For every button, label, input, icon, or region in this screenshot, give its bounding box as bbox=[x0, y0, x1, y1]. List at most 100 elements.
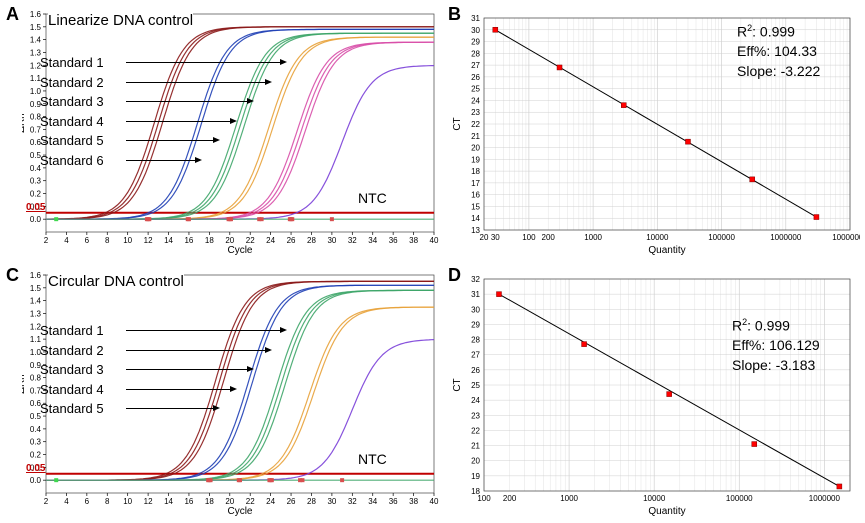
stats-eff-D: Eff%: 106.129 bbox=[732, 336, 820, 356]
svg-text:10000: 10000 bbox=[646, 233, 669, 242]
legend-label: Standard 5 bbox=[40, 131, 120, 151]
svg-text:17: 17 bbox=[471, 179, 480, 188]
legend-row: Standard 2 bbox=[40, 341, 281, 361]
panel-B: B 13141516171819202122232425262728293031… bbox=[442, 0, 865, 261]
legend-label: Standard 4 bbox=[40, 380, 120, 400]
svg-text:10000: 10000 bbox=[643, 494, 666, 503]
svg-text:36: 36 bbox=[389, 236, 398, 245]
arrow-icon bbox=[126, 369, 248, 370]
svg-text:30: 30 bbox=[471, 26, 480, 35]
legend-row: Standard 5 bbox=[40, 399, 281, 419]
svg-text:19: 19 bbox=[471, 155, 480, 164]
svg-text:26: 26 bbox=[287, 497, 296, 506]
svg-text:24: 24 bbox=[471, 96, 480, 105]
panel-A: A Linearize DNA control 0.00.10.20.30.40… bbox=[0, 0, 442, 261]
svg-text:1000: 1000 bbox=[584, 233, 602, 242]
svg-text:15: 15 bbox=[471, 202, 480, 211]
svg-text:16: 16 bbox=[184, 497, 193, 506]
svg-text:29: 29 bbox=[471, 38, 480, 47]
legend-label: Standard 3 bbox=[40, 92, 120, 112]
svg-text:2: 2 bbox=[44, 497, 49, 506]
svg-text:0.4: 0.4 bbox=[30, 425, 42, 434]
stats-box-B: R2: 0.999 Eff%: 104.33 Slope: -3.222 bbox=[737, 22, 820, 81]
legend-label: Standard 1 bbox=[40, 321, 120, 341]
svg-text:28: 28 bbox=[307, 497, 316, 506]
svg-text:19: 19 bbox=[471, 472, 480, 481]
svg-text:18: 18 bbox=[471, 167, 480, 176]
svg-text:6: 6 bbox=[85, 236, 90, 245]
svg-text:36: 36 bbox=[389, 497, 398, 506]
legend-block-C: Standard 1Standard 2Standard 3Standard 4… bbox=[40, 321, 281, 419]
legend-label: Standard 2 bbox=[40, 341, 120, 361]
arrow-icon bbox=[126, 350, 266, 351]
svg-text:18: 18 bbox=[205, 497, 214, 506]
legend-label: Standard 4 bbox=[40, 112, 120, 132]
panel-A-title: Linearize DNA control bbox=[48, 12, 193, 29]
legend-label: Standard 2 bbox=[40, 73, 120, 93]
svg-text:1.6: 1.6 bbox=[30, 10, 42, 19]
svg-text:22: 22 bbox=[471, 120, 480, 129]
svg-text:1.5: 1.5 bbox=[30, 284, 42, 293]
arrow-icon bbox=[126, 62, 281, 63]
panel-letter-C: C bbox=[6, 265, 19, 286]
svg-text:27: 27 bbox=[471, 61, 480, 70]
svg-text:20: 20 bbox=[480, 233, 489, 242]
svg-text:1.4: 1.4 bbox=[30, 297, 42, 306]
svg-text:27: 27 bbox=[471, 351, 480, 360]
svg-text:20: 20 bbox=[225, 236, 234, 245]
svg-text:8: 8 bbox=[105, 497, 110, 506]
svg-text:0.0: 0.0 bbox=[30, 476, 42, 485]
arrow-icon bbox=[126, 121, 231, 122]
svg-text:100: 100 bbox=[522, 233, 536, 242]
svg-text:2: 2 bbox=[44, 236, 49, 245]
svg-text:25: 25 bbox=[471, 85, 480, 94]
svg-text:31: 31 bbox=[471, 14, 480, 23]
svg-text:CT: CT bbox=[452, 378, 463, 391]
svg-text:ΔRn: ΔRn bbox=[22, 113, 27, 132]
svg-text:26: 26 bbox=[287, 236, 296, 245]
svg-text:21: 21 bbox=[471, 132, 480, 141]
svg-text:26: 26 bbox=[471, 73, 480, 82]
svg-text:30: 30 bbox=[327, 236, 336, 245]
svg-text:14: 14 bbox=[164, 497, 173, 506]
standard-curve-plot-D: 1819202122232425262728293031321002001000… bbox=[450, 269, 860, 517]
svg-text:23: 23 bbox=[471, 108, 480, 117]
stats-slope-D: Slope: -3.183 bbox=[732, 356, 820, 376]
svg-text:200: 200 bbox=[542, 233, 556, 242]
svg-text:40: 40 bbox=[430, 236, 439, 245]
svg-text:10: 10 bbox=[123, 497, 132, 506]
panel-letter-A: A bbox=[6, 4, 19, 25]
svg-text:12: 12 bbox=[144, 497, 153, 506]
legend-row: Standard 2 bbox=[40, 73, 281, 93]
arrow-icon bbox=[126, 140, 214, 141]
panel-C: C Circular DNA control 0.00.10.20.30.40.… bbox=[0, 261, 442, 523]
svg-text:28: 28 bbox=[307, 236, 316, 245]
svg-text:Quantity: Quantity bbox=[648, 506, 685, 517]
svg-text:18: 18 bbox=[205, 236, 214, 245]
svg-text:0.0: 0.0 bbox=[30, 215, 42, 224]
svg-text:40: 40 bbox=[430, 497, 439, 506]
svg-text:20: 20 bbox=[471, 457, 480, 466]
ntc-label-A: NTC bbox=[358, 190, 387, 206]
svg-text:0.3: 0.3 bbox=[30, 438, 42, 447]
legend-row: Standard 6 bbox=[40, 151, 281, 171]
svg-text:CT: CT bbox=[452, 117, 463, 130]
arrow-icon bbox=[126, 160, 196, 161]
svg-text:1.3: 1.3 bbox=[30, 309, 42, 318]
legend-row: Standard 3 bbox=[40, 92, 281, 112]
legend-row: Standard 4 bbox=[40, 112, 281, 132]
svg-text:4: 4 bbox=[64, 497, 69, 506]
svg-text:14: 14 bbox=[471, 214, 480, 223]
svg-text:10: 10 bbox=[123, 236, 132, 245]
svg-text:1000: 1000 bbox=[560, 494, 578, 503]
svg-text:16: 16 bbox=[184, 236, 193, 245]
svg-text:24: 24 bbox=[266, 236, 275, 245]
legend-label: Standard 5 bbox=[40, 399, 120, 419]
legend-label: Standard 6 bbox=[40, 151, 120, 171]
svg-text:32: 32 bbox=[348, 236, 357, 245]
panel-C-title: Circular DNA control bbox=[48, 273, 184, 290]
svg-text:22: 22 bbox=[246, 497, 255, 506]
svg-text:Cycle: Cycle bbox=[227, 245, 252, 256]
svg-text:25: 25 bbox=[471, 381, 480, 390]
legend-block-A: Standard 1Standard 2Standard 3Standard 4… bbox=[40, 53, 281, 170]
